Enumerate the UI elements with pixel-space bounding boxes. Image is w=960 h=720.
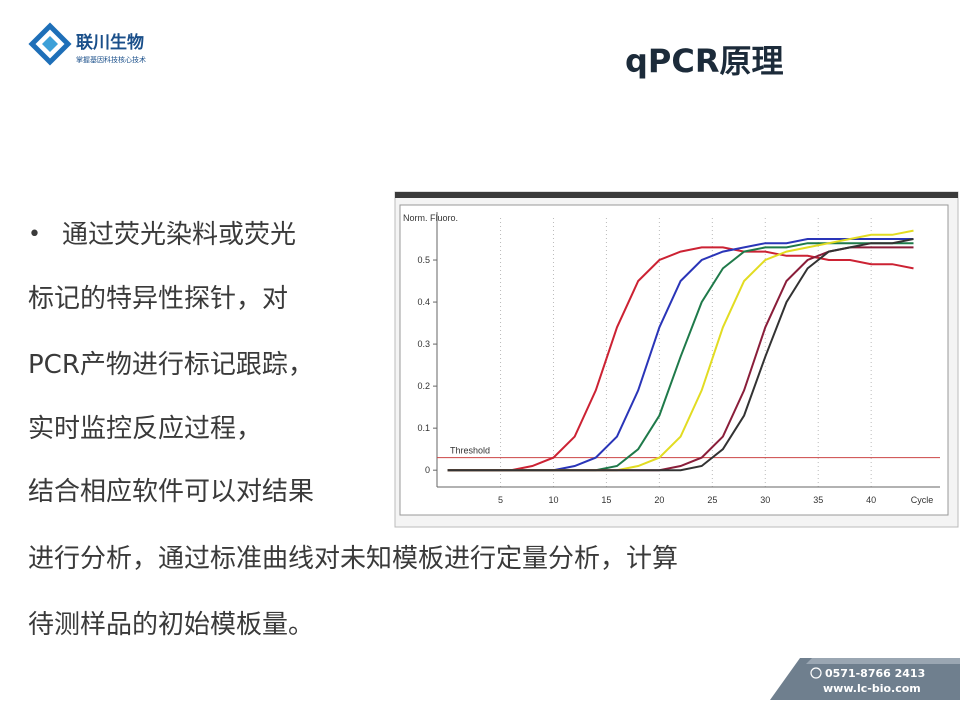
- y-tick-label: 0.1: [417, 423, 430, 433]
- y-tick-label: 0: [425, 465, 430, 475]
- slide-title: qPCR原理: [625, 42, 784, 80]
- body-line: 标记的特异性探针，对: [28, 284, 288, 314]
- footer-phone: 0571-8766 2413: [825, 667, 925, 680]
- threshold-label: Threshold: [450, 446, 490, 456]
- body-line: 实时监控反应过程，: [28, 414, 262, 444]
- x-axis-label: Cycle: [911, 495, 934, 505]
- x-tick-label: 25: [707, 495, 717, 505]
- x-tick-label: 5: [498, 495, 503, 505]
- logo-mark-inner: [42, 36, 58, 52]
- amplification-curve: [447, 246, 914, 472]
- chart-panel: [399, 204, 949, 516]
- x-tick-label: 30: [760, 495, 770, 505]
- footer-website: www.lc-bio.com: [823, 682, 921, 695]
- x-tick-label: 40: [866, 495, 876, 505]
- bullet: •: [28, 222, 41, 247]
- logo-name: 联川生物: [76, 32, 144, 53]
- footer-band-top: [806, 658, 960, 664]
- x-tick-label: 35: [813, 495, 823, 505]
- body-line: 进行分析，通过标准曲线对未知模板进行定量分析，计算: [28, 544, 678, 574]
- chart: Norm. Fluoro. Cycle 0 0.1 0.2 0.3 0.4 0.5 5 10 15 2…: [403, 212, 940, 505]
- phone-icon: [810, 667, 822, 679]
- y-tick-label: 0.4: [417, 297, 430, 307]
- body-line: PCR产物进行标记跟踪，: [28, 350, 314, 380]
- chart-frame-bar: [395, 192, 958, 198]
- amplification-curve: [447, 238, 914, 472]
- logo: 联川生物 掌握基因科技核心技术: [28, 22, 146, 66]
- x-tick-label: 10: [548, 495, 558, 505]
- logo-mark: [28, 22, 72, 66]
- x-tick-label: 20: [654, 495, 664, 505]
- body-line: 待测样品的初始模板量。: [28, 610, 314, 640]
- body-line: 通过荧光染料或荧光: [62, 220, 296, 250]
- y-axis-label: Norm. Fluoro.: [403, 213, 458, 223]
- y-tick-label: 0.2: [417, 381, 430, 391]
- body-line: 结合相应软件可以对结果: [28, 477, 314, 507]
- logo-slogan: 掌握基因科技核心技术: [76, 55, 146, 64]
- x-tick-label: 15: [601, 495, 611, 505]
- y-tick-label: 0.3: [417, 339, 430, 349]
- y-tick-label: 0.5: [417, 255, 430, 265]
